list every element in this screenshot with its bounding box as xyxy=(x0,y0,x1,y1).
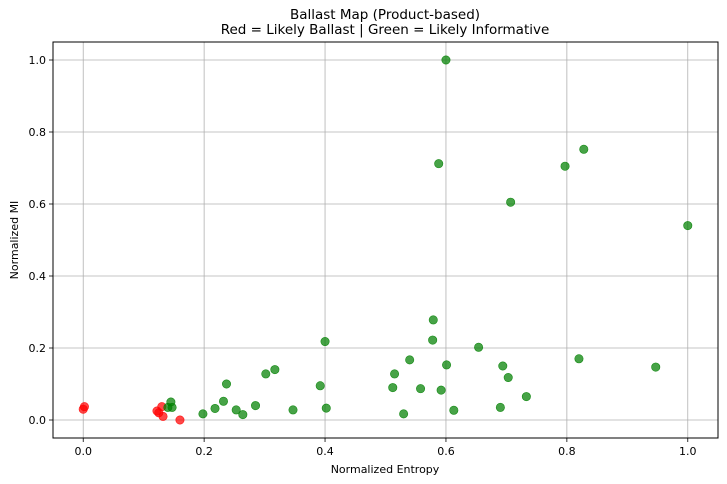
y-tick-label: 1.0 xyxy=(29,54,47,67)
informative-point xyxy=(428,315,438,325)
informative-point xyxy=(495,402,505,412)
informative-point xyxy=(270,365,280,375)
x-tick-label: 0.0 xyxy=(74,445,92,458)
ballast-point xyxy=(175,415,185,425)
informative-point xyxy=(210,403,220,413)
x-tick-label: 0.6 xyxy=(437,445,455,458)
informative-point xyxy=(198,409,208,419)
informative-point xyxy=(683,221,693,231)
informative-point xyxy=(503,373,513,383)
informative-point xyxy=(388,383,398,393)
y-tick-label: 0.6 xyxy=(29,198,47,211)
ballast-point xyxy=(79,402,89,412)
informative-point xyxy=(579,144,589,154)
informative-point xyxy=(218,396,228,406)
informative-point xyxy=(320,337,330,347)
informative-point xyxy=(399,409,409,419)
y-tick-label: 0.8 xyxy=(29,126,47,139)
plot-frame xyxy=(52,41,719,439)
y-axis-label: Normalized MI xyxy=(8,201,21,280)
informative-point xyxy=(651,362,661,372)
informative-point xyxy=(416,384,426,394)
informative-point xyxy=(498,361,508,371)
informative-point xyxy=(434,159,444,169)
informative-point xyxy=(167,402,177,412)
informative-point xyxy=(251,401,261,411)
x-axis: 0.0 0.2 0.4 0.6 0.8 1.0 xyxy=(74,438,697,458)
informative-point xyxy=(521,392,531,402)
informative-point xyxy=(436,385,446,395)
informative-point xyxy=(405,355,415,365)
x-tick-label: 1.0 xyxy=(679,445,697,458)
informative-point xyxy=(238,410,248,420)
x-tick-label: 0.8 xyxy=(558,445,576,458)
informative-point xyxy=(428,335,438,345)
informative-point xyxy=(574,354,584,364)
informative-point xyxy=(474,342,484,352)
informative-point xyxy=(231,405,241,415)
informative-point xyxy=(560,161,570,171)
x-axis-label: Normalized Entropy xyxy=(331,463,440,476)
informative-point xyxy=(261,369,271,379)
informative-point xyxy=(222,379,232,389)
informative-point xyxy=(449,405,459,415)
informative-point xyxy=(390,369,400,379)
informative-point xyxy=(442,360,452,370)
ballast-point xyxy=(158,411,168,421)
informative-point xyxy=(321,403,331,413)
chart-subtitle: Red = Likely Ballast | Green = Likely In… xyxy=(221,22,550,38)
informative-point xyxy=(315,381,325,391)
informative-point xyxy=(288,405,298,415)
y-tick-label: 0.4 xyxy=(29,270,47,283)
y-tick-label: 0.0 xyxy=(29,414,47,427)
x-tick-label: 0.2 xyxy=(195,445,213,458)
x-tick-label: 0.4 xyxy=(316,445,334,458)
y-tick-label: 0.2 xyxy=(29,342,47,355)
y-axis: 0.0 0.2 0.4 0.6 0.8 1.0 xyxy=(29,54,53,427)
data-points xyxy=(78,55,693,425)
informative-point xyxy=(506,197,516,207)
chart-title: Ballast Map (Product-based) xyxy=(290,7,480,23)
informative-point xyxy=(441,55,451,65)
